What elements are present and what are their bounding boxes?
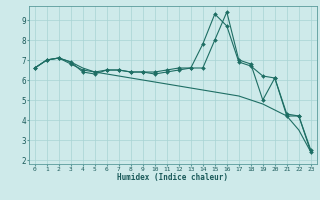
X-axis label: Humidex (Indice chaleur): Humidex (Indice chaleur) [117,173,228,182]
